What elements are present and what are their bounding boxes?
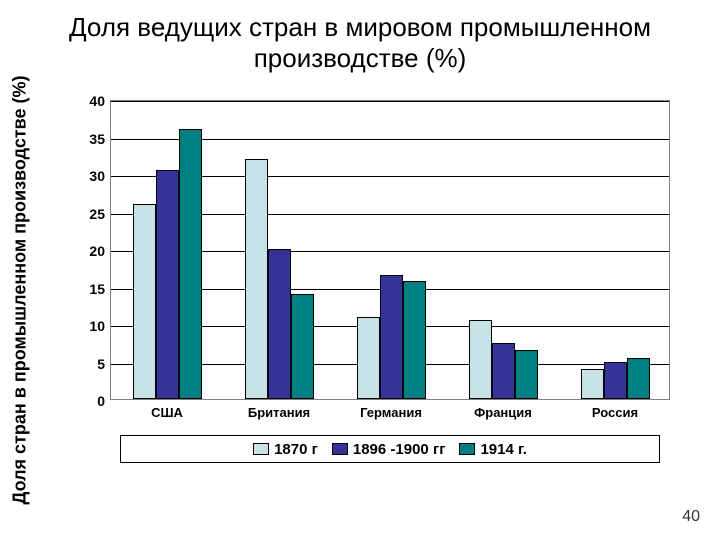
chart-container: Доля стран в промышленном производстве (… bbox=[30, 100, 690, 480]
bar bbox=[133, 204, 156, 399]
bar bbox=[179, 129, 202, 399]
legend-item: 1914 г. bbox=[459, 441, 526, 458]
legend-label: 1914 г. bbox=[480, 441, 526, 458]
y-tick-label: 20 bbox=[89, 243, 105, 259]
y-tick-label: 0 bbox=[97, 393, 105, 409]
bar bbox=[156, 170, 179, 399]
legend-swatch bbox=[332, 443, 348, 455]
legend-label: 1896 -1900 гг bbox=[353, 441, 446, 458]
y-axis-label: Доля стран в промышленном производстве (… bbox=[10, 76, 31, 505]
x-tick-label: США bbox=[151, 405, 183, 420]
legend-swatch bbox=[253, 443, 269, 455]
y-tick-label: 15 bbox=[89, 281, 105, 297]
y-tick-label: 35 bbox=[89, 131, 105, 147]
y-tick-label: 30 bbox=[89, 168, 105, 184]
legend-item: 1870 г bbox=[253, 441, 318, 458]
x-tick-label: Германия bbox=[360, 405, 422, 420]
y-tick-label: 5 bbox=[97, 356, 105, 372]
bar bbox=[469, 320, 492, 399]
bar bbox=[245, 159, 268, 399]
bar bbox=[515, 350, 538, 399]
x-tick-label: Франция bbox=[474, 405, 532, 420]
legend: 1870 г 1896 -1900 гг 1914 г. bbox=[120, 435, 660, 463]
bar bbox=[291, 294, 314, 399]
chart-title: Доля ведущих стран в мировом промышленно… bbox=[0, 0, 720, 82]
legend-label: 1870 г bbox=[274, 441, 318, 458]
bar bbox=[627, 358, 650, 399]
y-tick-label: 40 bbox=[89, 93, 105, 109]
y-tick-label: 25 bbox=[89, 206, 105, 222]
legend-swatch bbox=[459, 443, 475, 455]
bar bbox=[268, 249, 291, 399]
bar bbox=[604, 362, 627, 400]
bar bbox=[380, 275, 403, 399]
page-number: 40 bbox=[682, 508, 700, 526]
plot-area: 0510152025303540СШАБританияГерманияФранц… bbox=[110, 100, 670, 400]
grid-line bbox=[111, 101, 669, 102]
bar bbox=[403, 281, 426, 400]
x-tick-label: Россия bbox=[592, 405, 638, 420]
legend-item: 1896 -1900 гг bbox=[332, 441, 446, 458]
bar bbox=[357, 317, 380, 400]
bar bbox=[581, 369, 604, 399]
x-tick-label: Британия bbox=[248, 405, 310, 420]
bar bbox=[492, 343, 515, 399]
y-tick-label: 10 bbox=[89, 318, 105, 334]
